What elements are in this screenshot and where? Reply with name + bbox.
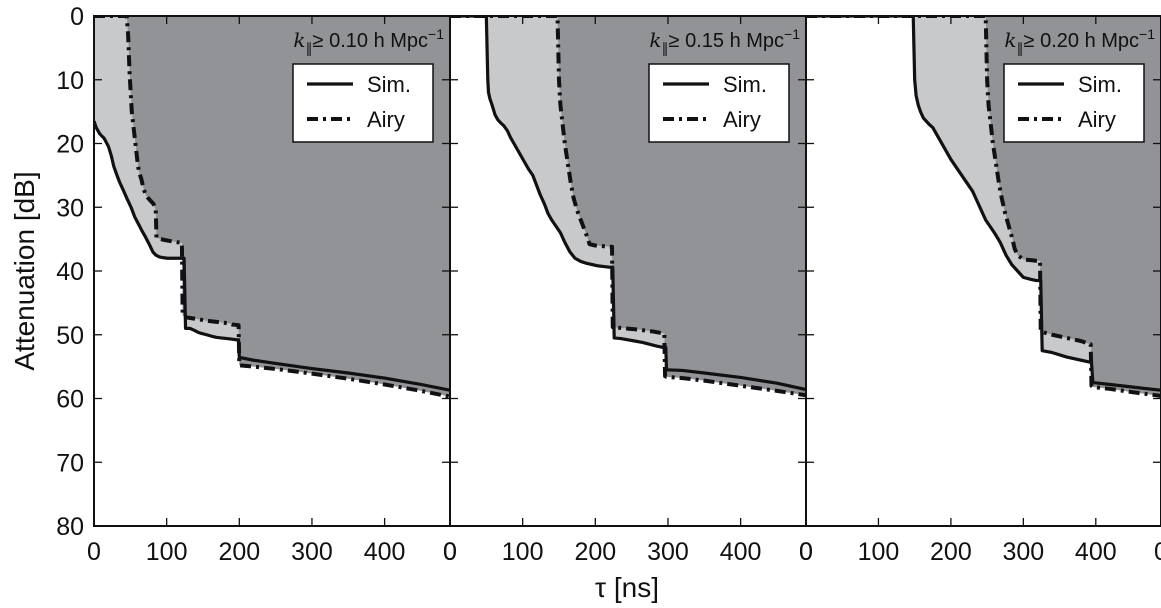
panel-title: k∥≥ 0.15 h Mpc−1: [649, 26, 800, 56]
sim-line: [94, 120, 450, 392]
x-tick-label: 100: [858, 538, 900, 566]
y-tick-label: 50: [56, 322, 84, 350]
airy-line: [806, 16, 1161, 398]
title-main: ≥ 0.15 h Mpc: [669, 30, 784, 52]
legend: Sim. Airy: [648, 63, 790, 143]
x-tick-label: 400: [364, 538, 406, 566]
sim-line: [806, 16, 1161, 392]
x-tick-label: 0: [87, 538, 101, 566]
legend-sim-label: Sim.: [1078, 72, 1122, 97]
panel-title: k∥≥ 0.10 h Mpc−1: [293, 26, 444, 56]
title-main: ≥ 0.10 h Mpc: [313, 30, 428, 52]
x-tick-label: 400: [720, 538, 762, 566]
x-tick-label: 300: [291, 538, 333, 566]
title-sub: ∥: [662, 40, 669, 56]
airy-line: [94, 16, 450, 399]
y-tick-label: 30: [56, 194, 84, 222]
x-tick-label: 0: [1154, 538, 1161, 566]
y-tick-label: 10: [56, 67, 84, 95]
x-tick-label: 100: [146, 538, 188, 566]
x-tick-label: 100: [502, 538, 544, 566]
x-tick-label: 300: [1002, 538, 1044, 566]
legend-airy-label: Airy: [367, 107, 405, 132]
legend-airy-label: Airy: [1078, 107, 1116, 132]
title-sub: ∥: [1017, 40, 1024, 56]
y-tick-label: 0: [70, 3, 84, 31]
x-tick-label: 400: [1075, 538, 1117, 566]
y-tick-label: 60: [56, 386, 84, 414]
title-k: k: [649, 28, 661, 52]
x-tick-label: 0: [443, 538, 457, 566]
x-tick-label: 0: [443, 538, 457, 566]
x-tick-label: 200: [930, 538, 972, 566]
legend: Sim. Airy: [1003, 63, 1145, 143]
panel-1: 0 100 200 300 400 0 0 10 20 30 40 50 60 70 80 k∥≥ 0.10 …: [56, 3, 457, 566]
x-tick-label: 0: [799, 538, 813, 566]
title-k: k: [1004, 28, 1016, 52]
panel-title: k∥≥ 0.20 h Mpc−1: [1004, 26, 1155, 56]
y-tick-label: 40: [56, 258, 84, 286]
y-axis-label: Attenuation [dB]: [9, 171, 40, 370]
title-main: ≥ 0.20 h Mpc: [1024, 30, 1139, 52]
title-sup: −1: [428, 26, 444, 42]
x-axis-label: τ [ns]: [595, 572, 659, 603]
panel-2: 0 100 200 300 400 0 k∥≥ 0.15 h Mpc−1 Sim. Airy: [443, 15, 813, 566]
x-tick-label: 200: [574, 538, 616, 566]
legend-sim-label: Sim.: [723, 72, 767, 97]
legend: Sim. Airy: [292, 63, 434, 143]
airy-line: [450, 16, 806, 398]
x-tick-label: 200: [218, 538, 260, 566]
legend-sim-label: Sim.: [367, 72, 411, 97]
x-tick-label: 300: [647, 538, 689, 566]
title-sup: −1: [1139, 26, 1155, 42]
x-tick-label: 0: [799, 538, 813, 566]
title-sub: ∥: [306, 40, 313, 56]
title-sup: −1: [784, 26, 800, 42]
panel-3: 0 100 200 300 400 0 k∥≥ 0.20 h Mpc−1 Sim. Airy: [799, 15, 1161, 566]
legend-box: [292, 63, 434, 143]
title-k: k: [293, 28, 305, 52]
y-tick-label: 20: [56, 131, 84, 159]
y-tick-label: 80: [56, 513, 84, 541]
legend-box: [1003, 63, 1145, 143]
legend-airy-label: Airy: [723, 107, 761, 132]
sim-line: [450, 16, 806, 392]
legend-box: [648, 63, 790, 143]
y-tick-label: 70: [56, 449, 84, 477]
